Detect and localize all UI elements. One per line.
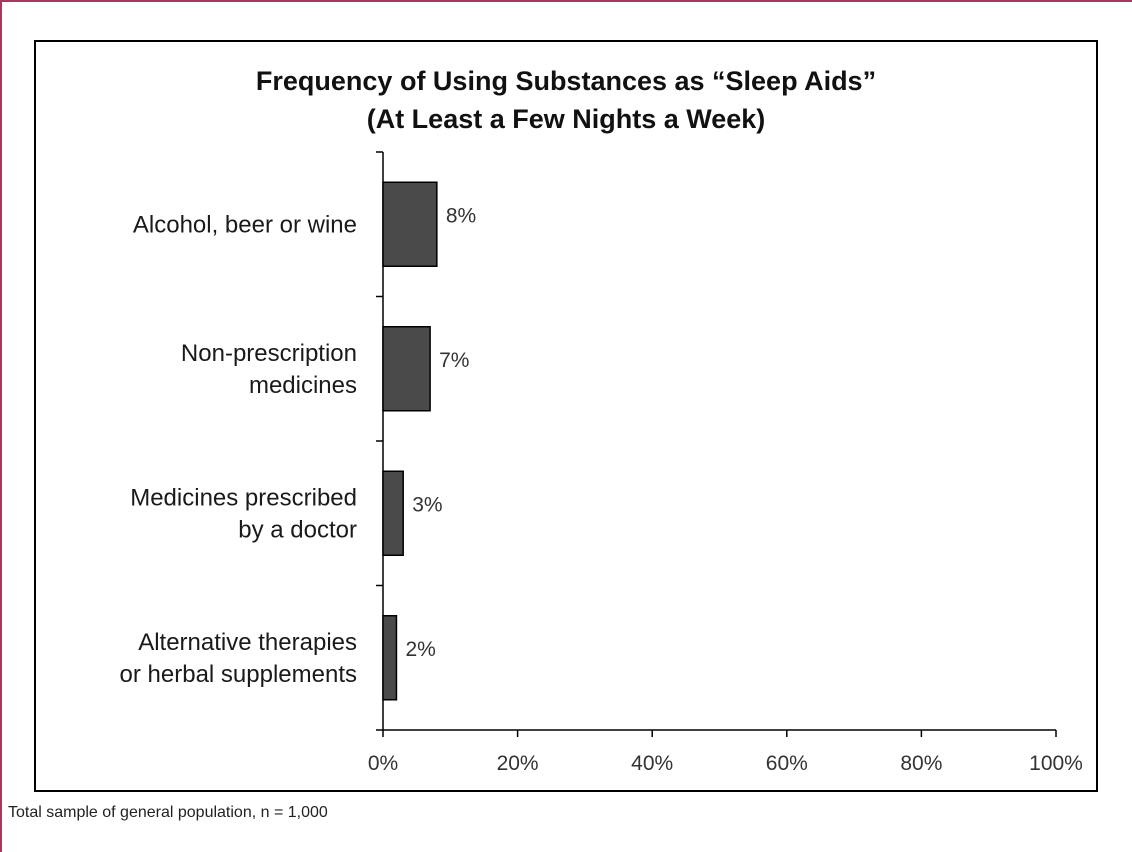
data-label: 2% <box>405 638 435 661</box>
bar <box>382 326 431 412</box>
x-tick-label: 60% <box>766 752 808 775</box>
category-label: medicines <box>249 372 357 399</box>
chart-frame: Frequency of Using Substances as “Sleep … <box>34 40 1098 792</box>
category-label: Alternative therapies <box>138 629 357 656</box>
data-label: 7% <box>439 349 469 372</box>
category-label: Non-prescription <box>181 340 357 367</box>
category-label: by a doctor <box>238 516 357 543</box>
category-label: or herbal supplements <box>120 661 357 688</box>
category-label: Medicines prescribed <box>130 484 357 511</box>
chart-title-line-2: (At Least a Few Nights a Week) <box>367 104 766 134</box>
x-tick-label: 40% <box>631 752 673 775</box>
data-label: 8% <box>446 204 476 227</box>
data-label: 3% <box>412 493 442 516</box>
bar <box>382 470 404 556</box>
bar <box>382 615 398 701</box>
chart-title-line-1: Frequency of Using Substances as “Sleep … <box>256 66 876 96</box>
x-tick-label: 100% <box>1029 752 1083 775</box>
bar <box>382 181 438 267</box>
x-tick-label: 0% <box>368 752 398 775</box>
x-tick-label: 20% <box>497 752 539 775</box>
category-label: Alcohol, beer or wine <box>133 211 357 238</box>
bar-chart: Frequency of Using Substances as “Sleep … <box>120 66 1083 775</box>
sample-footnote: Total sample of general population, n = … <box>8 804 328 821</box>
x-tick-label: 80% <box>900 752 942 775</box>
